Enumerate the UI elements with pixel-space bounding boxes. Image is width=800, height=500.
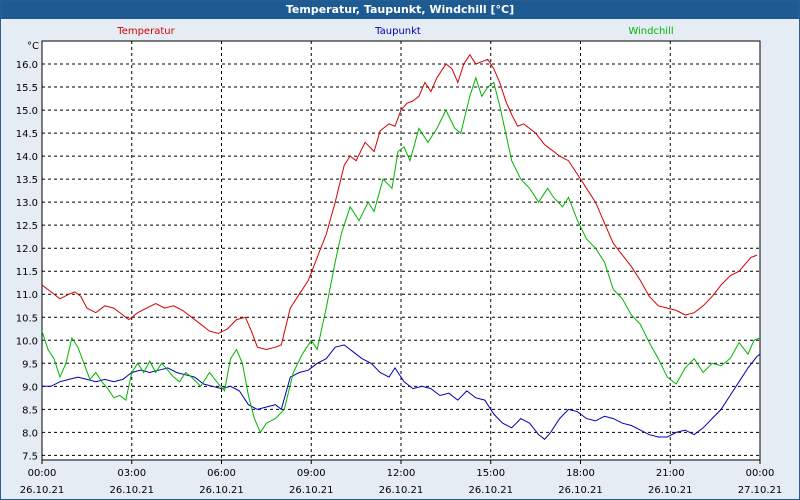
x-tick-date: 26.10.21: [109, 485, 154, 496]
y-tick-label: 15.5: [16, 83, 38, 94]
grid-lines: [42, 41, 760, 460]
x-tick-time: 00:00: [28, 468, 57, 479]
y-axis: 16.0 15.5 15.0 14.5 14.0 13.5 13.0 12.5 12.0 11.5…: [16, 60, 38, 462]
x-tick-time: 18:00: [566, 468, 595, 479]
legend-windchill: Windchill: [628, 26, 673, 37]
x-tick-time: 06:00: [207, 468, 236, 479]
y-tick-label: 14.5: [16, 129, 38, 140]
y-tick-label: 12.5: [16, 221, 38, 232]
legend-temperatur: Temperatur: [116, 26, 175, 37]
legend: Temperatur Taupunkt Windchill: [116, 26, 673, 37]
x-tick-date: 26.10.21: [468, 485, 513, 496]
y-tick-label: 10.0: [16, 336, 38, 347]
x-axis: 00:00 26.10.21 03:00 26.10.21 06:00 26.10.21 0…: [20, 460, 783, 496]
x-tick-date: 26.10.21: [199, 485, 244, 496]
y-tick-label: 8.0: [22, 428, 38, 439]
series-lines: [41, 53, 761, 440]
y-tick-label: 11.0: [16, 290, 38, 301]
x-tick-time: 12:00: [387, 468, 416, 479]
y-tick-label: 16.0: [16, 60, 38, 71]
y-tick-label: 13.5: [16, 175, 38, 186]
y-tick-label: 7.5: [22, 451, 38, 462]
y-tick-label: 8.5: [22, 405, 38, 416]
y-tick-label: 11.5: [16, 267, 38, 278]
y-tick-label: 9.0: [22, 382, 38, 393]
y-tick-label: 13.0: [16, 198, 38, 209]
y-axis-label: °C: [27, 41, 39, 52]
series-line-windchill: [41, 76, 761, 434]
series-line-taupunkt: [42, 344, 761, 440]
series-line-temperatur: [41, 53, 758, 351]
x-tick-date: 26.10.21: [558, 485, 603, 496]
x-tick-time: 15:00: [476, 468, 505, 479]
x-tick-time: 00:00: [746, 468, 775, 479]
x-tick-time: 03:00: [117, 468, 146, 479]
x-tick-date: 26.10.21: [289, 485, 334, 496]
y-tick-label: 12.0: [16, 244, 38, 255]
x-tick-date: 26.10.21: [20, 485, 65, 496]
x-tick-date: 26.10.21: [379, 485, 424, 496]
y-tick-label: 14.0: [16, 152, 38, 163]
y-tick-label: 9.5: [22, 359, 38, 370]
y-tick-label: 10.5: [16, 313, 38, 324]
x-tick-date: 27.10.21: [738, 485, 783, 496]
y-tick-label: 15.0: [16, 106, 38, 117]
window-title: Temperatur, Taupunkt, Windchill [°C]: [1, 1, 799, 19]
x-tick-time: 21:00: [656, 468, 685, 479]
legend-taupunkt: Taupunkt: [374, 26, 421, 37]
chart-svg: 16.0 15.5 15.0 14.5 14.0 13.5 13.0 12.5 12.0 11.5…: [16, 26, 783, 496]
x-tick-time: 09:00: [297, 468, 326, 479]
x-tick-date: 26.10.21: [648, 485, 693, 496]
